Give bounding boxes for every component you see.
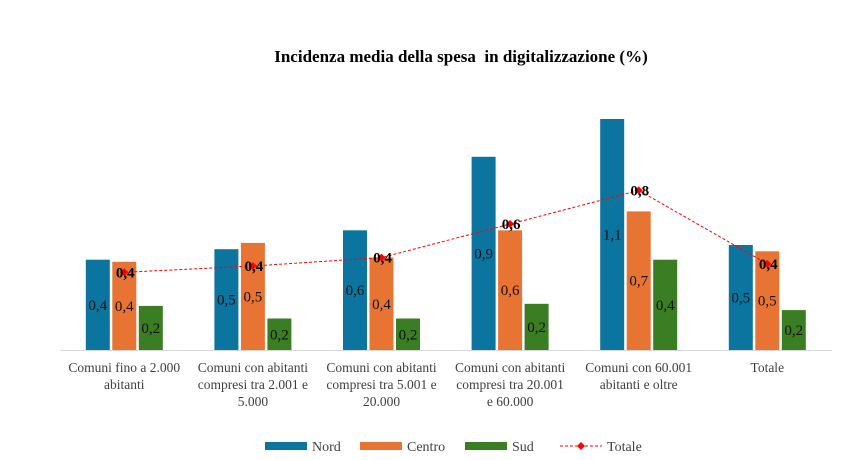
bar-nord: [728, 245, 753, 350]
category-label: Comuni con abitanti: [198, 360, 308, 375]
data-label-sud: 0,2: [784, 323, 803, 339]
marker-totale: [120, 268, 129, 277]
bar-centro: [369, 257, 394, 350]
category-label: 20.000: [363, 394, 400, 409]
data-label-totale: 0,4: [116, 265, 135, 281]
data-label-sud: 0,4: [656, 298, 675, 314]
bar-nord: [85, 259, 110, 350]
marker-totale: [634, 186, 643, 195]
data-label-sud: 0,2: [270, 327, 289, 343]
bar-centro: [112, 261, 137, 350]
legend-swatch-sud: [465, 442, 507, 450]
legend-label-sud: Sud: [512, 440, 534, 455]
data-label-totale: 0,8: [630, 183, 649, 199]
line-totale: [124, 189, 768, 273]
category-label: Comuni con abitanti: [326, 360, 436, 375]
data-label-nord: 0,5: [217, 293, 236, 309]
data-label-totale: 0,4: [245, 259, 264, 275]
bar-sud: [524, 303, 549, 350]
bar-nord: [343, 230, 367, 350]
legend: Nord Centro Sud Totale: [265, 440, 642, 455]
bar-nord: [471, 156, 496, 350]
data-label-sud: 0,2: [141, 321, 160, 337]
legend-label-centro: Centro: [407, 440, 445, 455]
bar-sud: [396, 318, 420, 350]
bar-sud: [267, 318, 292, 350]
data-label-sud: 0,2: [399, 327, 418, 343]
category-label: abitanti e oltre: [600, 377, 678, 392]
data-label-centro: 0,5: [244, 289, 263, 305]
category-label: Comuni con 60.001: [585, 360, 692, 375]
data-label-nord: 0,4: [88, 298, 107, 314]
data-label-nord: 1,1: [603, 228, 622, 244]
data-label-centro: 0,4: [372, 297, 391, 313]
data-label-totale: 0,4: [759, 257, 778, 273]
marker-totale: [248, 262, 257, 270]
bar-centro: [626, 211, 651, 350]
category-label: Comuni fino a 2.000: [68, 360, 180, 375]
legend-label-totale: Totale: [607, 440, 642, 455]
chart-title: Incidenza media della spesa in digitaliz…: [274, 47, 648, 66]
bar-sud: [781, 310, 806, 350]
category-label: compresi tra 5.001 e: [326, 377, 436, 392]
bar-nord: [600, 119, 625, 350]
data-label-centro: 0,7: [629, 274, 648, 290]
marker-totale: [377, 253, 386, 262]
category-label: Totale: [751, 360, 785, 375]
legend-label-nord: Nord: [312, 440, 341, 455]
category-label: compresi tra 20.001: [456, 377, 564, 392]
legend-marker-totale: [577, 442, 585, 450]
data-label-centro: 0,5: [758, 294, 777, 310]
category-label: compresi tra 2.001 e: [198, 377, 308, 392]
marker-totale: [506, 220, 515, 228]
data-label-nord: 0,9: [474, 246, 493, 262]
category-label: abitanti: [104, 377, 145, 392]
bar-nord: [214, 249, 239, 350]
bar-sud: [653, 259, 678, 350]
legend-swatch-centro: [360, 442, 402, 450]
data-label-sud: 0,2: [527, 320, 546, 336]
data-label-nord: 0,6: [346, 283, 365, 299]
bar-sud: [138, 305, 163, 350]
data-label-totale: 0,6: [502, 217, 521, 233]
data-label-centro: 0,6: [501, 283, 520, 299]
category-label: Comuni con abitanti: [455, 360, 565, 375]
data-label-nord: 0,5: [731, 291, 750, 307]
bar-centro: [498, 230, 523, 350]
category-label: e 60.000: [487, 394, 534, 409]
category-label: 5.000: [238, 394, 269, 409]
data-label-centro: 0,4: [115, 299, 134, 315]
legend-swatch-nord: [265, 442, 307, 450]
data-label-totale: 0,4: [373, 251, 392, 267]
bar-centro: [240, 242, 265, 350]
marker-totale: [763, 259, 772, 268]
